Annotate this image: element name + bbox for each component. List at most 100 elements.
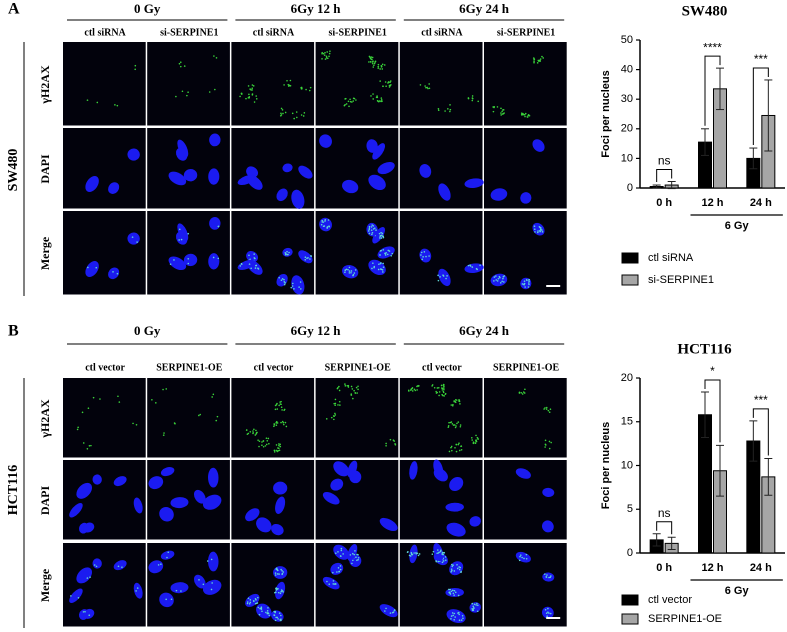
focus: [472, 442, 475, 445]
focus: [328, 583, 331, 585]
focus: [539, 228, 542, 231]
focus: [477, 100, 479, 103]
image-background: [231, 42, 315, 126]
focus: [433, 386, 436, 389]
nucleus: [92, 474, 102, 485]
focus: [452, 564, 454, 566]
focus: [547, 611, 549, 613]
focus: [447, 425, 450, 427]
focus: [249, 601, 252, 604]
focus: [444, 559, 447, 561]
focus: [418, 553, 421, 555]
focus: [262, 440, 265, 442]
focus: [431, 385, 433, 387]
focus: [472, 608, 474, 611]
focus: [284, 282, 286, 284]
focus: [265, 611, 267, 614]
nucleus: [333, 461, 350, 477]
focus: [542, 57, 544, 59]
image-background: [63, 211, 146, 295]
focus: [280, 619, 282, 622]
focus: [309, 258, 311, 260]
focus: [253, 253, 255, 255]
focus: [300, 288, 302, 290]
focus: [280, 403, 282, 406]
focus: [355, 556, 357, 559]
focus: [334, 414, 337, 416]
focus: [162, 434, 165, 436]
focus: [333, 583, 336, 585]
focus: [327, 219, 330, 221]
focus: [443, 385, 445, 388]
focus: [356, 559, 358, 562]
focus: [523, 557, 525, 560]
focus: [355, 99, 357, 101]
nucleus: [85, 261, 99, 278]
focus: [338, 400, 341, 403]
focus: [453, 570, 456, 572]
nucleus: [92, 558, 102, 569]
focus: [519, 554, 522, 556]
nucleus: [275, 581, 286, 600]
focus: [295, 111, 298, 113]
micrograph: [399, 378, 483, 458]
micrograph: [484, 543, 567, 627]
focus: [357, 388, 359, 391]
focus: [321, 219, 324, 222]
focus: [157, 564, 160, 566]
focus: [370, 61, 372, 63]
focus: [278, 443, 280, 445]
focus: [308, 89, 311, 92]
focus: [378, 232, 381, 235]
focus: [416, 552, 419, 555]
focus: [355, 386, 358, 389]
nucleus: [291, 189, 305, 209]
focus: [449, 108, 452, 111]
focus: [347, 386, 350, 388]
focus: [257, 267, 259, 269]
focus: [451, 589, 454, 592]
focus: [136, 587, 139, 589]
focus: [325, 418, 328, 420]
focus: [253, 101, 256, 103]
focus: [437, 107, 440, 110]
focus: [339, 565, 342, 567]
focus: [304, 259, 307, 261]
focus: [296, 116, 298, 119]
focus: [527, 286, 530, 288]
focus: [276, 422, 279, 424]
focus: [160, 563, 162, 565]
focus: [528, 114, 531, 117]
focus: [289, 79, 292, 82]
focus: [332, 571, 334, 574]
focus: [280, 421, 282, 424]
focus: [544, 439, 547, 442]
y-tick-label: 15: [621, 416, 633, 428]
micrograph: [484, 211, 567, 295]
focus: [538, 225, 541, 228]
nucleus: [464, 178, 484, 189]
focus: [447, 426, 450, 428]
nucleus: [532, 139, 545, 152]
focus: [454, 616, 456, 618]
focus: [384, 81, 387, 83]
focus: [533, 59, 535, 61]
focus: [389, 80, 392, 82]
focus: [416, 389, 418, 391]
focus: [477, 604, 479, 607]
focus: [548, 440, 551, 443]
nucleus: [170, 497, 189, 509]
nucleus: [175, 231, 188, 245]
focus: [283, 280, 286, 283]
focus: [277, 569, 279, 572]
focus: [503, 281, 505, 283]
focus: [449, 421, 452, 424]
focus: [458, 449, 461, 452]
focus: [421, 258, 424, 261]
focus: [522, 113, 525, 116]
focus: [277, 591, 280, 594]
focus: [353, 272, 356, 274]
focus: [520, 391, 523, 394]
focus: [409, 555, 412, 557]
focus: [212, 256, 215, 259]
